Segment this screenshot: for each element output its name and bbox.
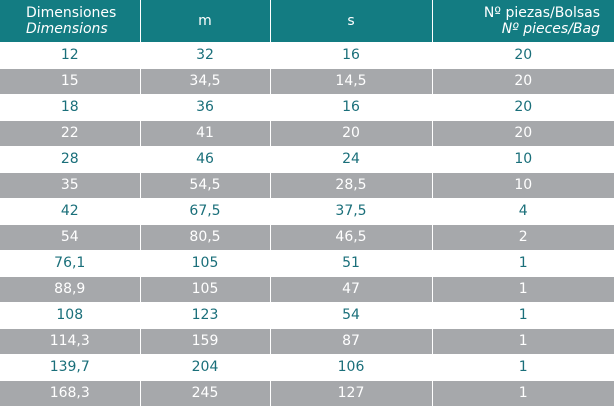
table-row: 42 67,5 37,5 4: [0, 197, 614, 224]
table-cell: 22: [0, 119, 140, 146]
table-cell: 105: [139, 249, 270, 276]
table-cell: 18: [0, 93, 140, 120]
table-cell: 20: [431, 93, 614, 120]
table-cell: 54: [0, 223, 140, 250]
table-cell: 2: [431, 223, 614, 250]
table-cell: 46,5: [269, 223, 432, 250]
header-title: m: [198, 12, 212, 29]
table-row: 35 54,5 28,5 10: [0, 171, 614, 198]
table-cell: 105: [139, 275, 270, 302]
header-cell: s: [269, 0, 432, 42]
table-cell: 127: [269, 379, 432, 406]
table-cell: 12: [0, 41, 140, 68]
table-cell: 67,5: [139, 197, 270, 224]
table-cell: 36: [139, 93, 270, 120]
table-row: 12 32 16 20: [0, 41, 614, 68]
table-cell: 41: [139, 119, 270, 146]
table-cell: 87: [269, 327, 432, 354]
table-cell: 16: [269, 41, 432, 68]
header-title: Dimensiones: [26, 4, 117, 21]
table-cell: 20: [431, 67, 614, 94]
table-row: 114,3 159 87 1: [0, 327, 614, 354]
table-cell: 1: [431, 353, 614, 380]
table-cell: 37,5: [269, 197, 432, 224]
table-row: 88,9 105 47 1: [0, 275, 614, 302]
table-row: 18 36 16 20: [0, 93, 614, 120]
table-cell: 28: [0, 145, 140, 172]
table-cell: 32: [139, 41, 270, 68]
table-row: 28 46 24 10: [0, 145, 614, 172]
table-row: 108 123 54 1: [0, 301, 614, 328]
table-cell: 10: [431, 171, 614, 198]
table-cell: 54: [269, 301, 432, 328]
table-cell: 108: [0, 301, 140, 328]
table-cell: 34,5: [139, 67, 270, 94]
table-cell: 42: [0, 197, 140, 224]
table-cell: 10: [431, 145, 614, 172]
table-cell: 114,3: [0, 327, 140, 354]
table-cell: 28,5: [269, 171, 432, 198]
table-cell: 1: [431, 249, 614, 276]
table-cell: 1: [431, 327, 614, 354]
header-row: Dimensiones Dimensions m s Nº piezas/Bolsas N…: [0, 0, 614, 42]
table-body: 12 32 16 20 15 34,5 14,5 20 18 36 16 20 22 41 20 20 28 46…: [0, 41, 614, 406]
table-cell: 15: [0, 67, 140, 94]
table-row: 168,3 245 127 1: [0, 379, 614, 406]
table-cell: 4: [431, 197, 614, 224]
table-cell: 204: [139, 353, 270, 380]
header-cell: Dimensiones Dimensions: [0, 0, 140, 42]
table-cell: 16: [269, 93, 432, 120]
table-cell: 46: [139, 145, 270, 172]
table-cell: 14,5: [269, 67, 432, 94]
header-title: Nº piezas/Bolsas: [483, 4, 600, 21]
header-title: s: [347, 12, 355, 29]
table-cell: 1: [431, 275, 614, 302]
table-row: 54 80,5 46,5 2: [0, 223, 614, 250]
table-cell: 54,5: [139, 171, 270, 198]
table-cell: 159: [139, 327, 270, 354]
header-subtitle: Dimensions: [26, 20, 108, 37]
table-cell: 51: [269, 249, 432, 276]
table-row: 15 34,5 14,5 20: [0, 67, 614, 94]
table-cell: 20: [431, 119, 614, 146]
table-cell: 88,9: [0, 275, 140, 302]
table-cell: 20: [269, 119, 432, 146]
table-row: 22 41 20 20: [0, 119, 614, 146]
table-cell: 80,5: [139, 223, 270, 250]
table-cell: 1: [431, 379, 614, 406]
table-row: 139,7 204 106 1: [0, 353, 614, 380]
table-cell: 106: [269, 353, 432, 380]
table-cell: 123: [139, 301, 270, 328]
header-cell: Nº piezas/Bolsas Nº pieces/Bag: [431, 0, 614, 42]
header-subtitle: Nº pieces/Bag: [501, 20, 600, 37]
table-cell: 1: [431, 301, 614, 328]
table-row: 76,1 105 51 1: [0, 249, 614, 276]
table-cell: 35: [0, 171, 140, 198]
table-cell: 139,7: [0, 353, 140, 380]
table-cell: 245: [139, 379, 270, 406]
header-cell: m: [139, 0, 270, 42]
table-cell: 20: [431, 41, 614, 68]
table-cell: 24: [269, 145, 432, 172]
table-cell: 76,1: [0, 249, 140, 276]
table-cell: 47: [269, 275, 432, 302]
table-cell: 168,3: [0, 379, 140, 406]
